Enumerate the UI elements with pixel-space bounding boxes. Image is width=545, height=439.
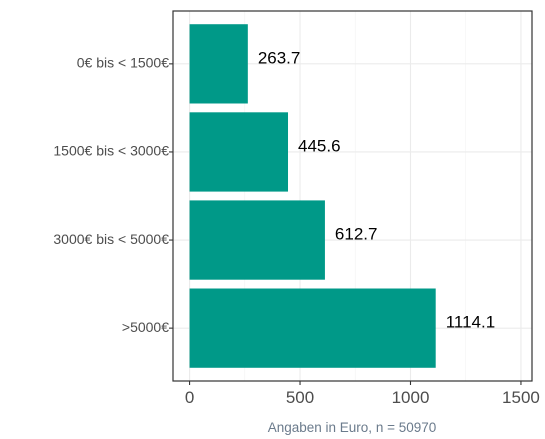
x-tick-label: 1000 bbox=[392, 388, 430, 407]
panel-border bbox=[172, 10, 533, 382]
bar bbox=[189, 200, 325, 280]
data-label: 612.7 bbox=[335, 225, 378, 244]
data-labels: 263.7 445.6 612.7 1114.1 bbox=[258, 48, 495, 331]
bar bbox=[189, 288, 436, 368]
x-tick-label: 0 bbox=[185, 388, 194, 407]
y-tick-label: 0€ bis < 1500€ bbox=[77, 55, 169, 71]
bars bbox=[189, 24, 436, 368]
bar bbox=[189, 24, 248, 104]
y-tick-label: >5000€ bbox=[122, 319, 169, 335]
data-label: 1114.1 bbox=[446, 313, 495, 332]
y-axis: 0€ bis < 1500€ 1500€ bis < 3000€ 3000€ bis… bbox=[53, 55, 173, 335]
x-tick-label: 500 bbox=[286, 388, 314, 407]
y-tick-label: 3000€ bis < 5000€ bbox=[53, 231, 169, 247]
x-tick-label: 1500 bbox=[502, 388, 540, 407]
data-label: 263.7 bbox=[258, 48, 301, 67]
x-axis-title: Angaben in Euro, n = 50970 bbox=[268, 420, 437, 435]
y-tick-label: 1500€ bis < 3000€ bbox=[53, 143, 169, 159]
x-axis: 0 500 1000 1500 bbox=[185, 381, 540, 407]
bar bbox=[189, 112, 289, 192]
data-label: 445.6 bbox=[298, 136, 341, 155]
